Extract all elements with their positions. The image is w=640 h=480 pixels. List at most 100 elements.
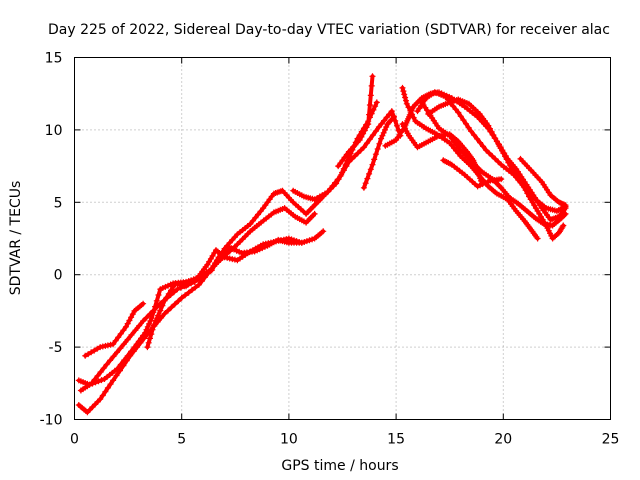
data-point bbox=[342, 161, 349, 168]
data-point bbox=[327, 186, 334, 192]
x-tick-label: 0 bbox=[70, 432, 79, 448]
data-point bbox=[354, 150, 361, 157]
data-point bbox=[298, 239, 305, 246]
data-point bbox=[132, 327, 139, 334]
data-point bbox=[128, 348, 135, 355]
data-point bbox=[562, 202, 569, 209]
data-point bbox=[247, 221, 254, 227]
data-point bbox=[126, 317, 133, 324]
data-point bbox=[503, 156, 510, 163]
data-point bbox=[372, 151, 379, 158]
data-point bbox=[195, 281, 202, 288]
series-sat-p bbox=[517, 155, 569, 209]
data-point bbox=[94, 372, 101, 379]
data-point bbox=[107, 357, 114, 364]
data-point bbox=[161, 310, 168, 317]
data-point bbox=[144, 344, 151, 351]
data-point bbox=[366, 111, 373, 118]
data-point bbox=[407, 107, 414, 114]
data-point bbox=[124, 336, 131, 343]
x-axis-label: GPS time / hours bbox=[281, 458, 398, 474]
data-point bbox=[379, 132, 386, 139]
data-point bbox=[364, 175, 371, 182]
y-axis-label: SDTVAR / TECUs bbox=[8, 181, 24, 296]
data-point bbox=[378, 135, 385, 142]
data-point bbox=[340, 165, 347, 172]
data-point bbox=[148, 331, 155, 338]
grid bbox=[74, 57, 611, 420]
data-point bbox=[367, 166, 374, 173]
data-point bbox=[144, 323, 151, 330]
data-point bbox=[148, 315, 155, 322]
data-point bbox=[143, 314, 150, 321]
data-point bbox=[175, 298, 182, 305]
data-point bbox=[114, 365, 121, 372]
x-tick-label: 25 bbox=[602, 432, 620, 448]
axes: 0 5 10 15 20 25 -10 -5 0 5 10 15 bbox=[40, 51, 620, 448]
plot-frame bbox=[74, 57, 611, 420]
data-point bbox=[168, 287, 174, 294]
data-point bbox=[110, 377, 117, 384]
data-point bbox=[92, 379, 99, 386]
data-point bbox=[357, 147, 364, 154]
data-point bbox=[189, 287, 195, 293]
data-point bbox=[140, 300, 147, 307]
data-point bbox=[483, 147, 490, 154]
data-point bbox=[502, 153, 508, 160]
series-layer bbox=[75, 73, 569, 416]
data-point bbox=[372, 103, 379, 110]
data-point bbox=[374, 146, 381, 152]
data-point bbox=[369, 132, 376, 139]
data-point bbox=[383, 124, 390, 130]
series-sat-m bbox=[418, 99, 569, 229]
data-point bbox=[143, 326, 150, 333]
data-point bbox=[362, 180, 369, 187]
data-point bbox=[97, 369, 104, 375]
data-point bbox=[168, 304, 175, 311]
data-point bbox=[360, 130, 367, 137]
data-point bbox=[365, 121, 372, 128]
series-sat-o bbox=[440, 157, 505, 190]
data-point bbox=[146, 320, 153, 327]
data-point bbox=[147, 318, 154, 324]
data-point bbox=[104, 384, 111, 391]
data-point bbox=[356, 137, 363, 143]
data-point bbox=[311, 210, 318, 217]
data-point bbox=[153, 297, 160, 304]
data-point bbox=[171, 301, 178, 308]
data-point bbox=[363, 140, 370, 147]
data-point bbox=[129, 311, 136, 318]
data-point bbox=[498, 176, 505, 183]
chart-title: Day 225 of 2022, Sidereal Day-to-day VTE… bbox=[48, 22, 610, 38]
data-point bbox=[369, 73, 376, 80]
data-point bbox=[401, 91, 408, 98]
data-point bbox=[477, 139, 484, 146]
data-point bbox=[376, 140, 383, 147]
data-point bbox=[344, 158, 351, 165]
data-point bbox=[488, 128, 495, 135]
data-point bbox=[117, 361, 124, 368]
series-sat-e bbox=[144, 235, 305, 351]
data-point bbox=[334, 176, 341, 183]
y-tick-label: 10 bbox=[45, 123, 63, 139]
data-point bbox=[150, 309, 157, 316]
data-point bbox=[124, 352, 131, 359]
data-point bbox=[361, 127, 368, 134]
data-point bbox=[492, 155, 499, 162]
data-point bbox=[457, 113, 464, 120]
data-point bbox=[367, 92, 374, 99]
data-point bbox=[115, 334, 122, 341]
data-point bbox=[409, 111, 415, 118]
data-point bbox=[103, 361, 110, 368]
data-point bbox=[403, 97, 409, 104]
data-point bbox=[490, 132, 497, 139]
data-point bbox=[147, 335, 153, 342]
series-sat-g bbox=[335, 73, 376, 170]
data-point bbox=[165, 290, 172, 297]
data-point bbox=[152, 303, 159, 310]
data-point bbox=[400, 88, 407, 95]
data-point bbox=[117, 330, 124, 337]
data-point bbox=[121, 357, 128, 364]
series-sat-j bbox=[399, 84, 541, 242]
data-point bbox=[485, 122, 492, 129]
